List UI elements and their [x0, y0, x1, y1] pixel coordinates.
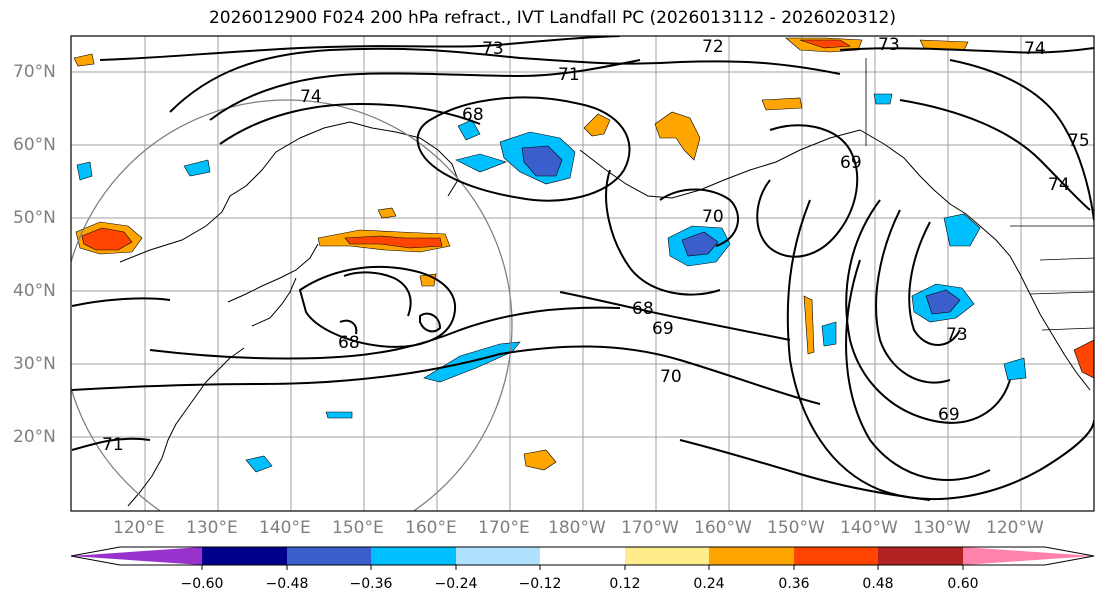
negative-blob [943, 213, 981, 247]
colorbar-tick-label: 0.12 [609, 576, 641, 592]
contour-label: 68 [462, 105, 484, 125]
latitude-label: 70°N [13, 62, 56, 82]
contour-label: 71 [558, 65, 580, 85]
contour-label: 74 [1048, 175, 1070, 195]
map-border [70, 35, 1095, 512]
longitude-label: 170°E [478, 518, 530, 538]
colorbar-tick-label: 0.60 [947, 576, 979, 592]
longitude-label: 160°W [694, 518, 752, 538]
positive-blob [654, 111, 701, 161]
positive-blob [803, 295, 815, 355]
colorbar-tick-label: −0.12 [518, 576, 562, 592]
longitude-label: 120°W [986, 518, 1044, 538]
negative-blob [1003, 357, 1027, 381]
longitude-label: 160°E [405, 518, 457, 538]
colorbar-segment [625, 547, 709, 565]
coastlines [119, 121, 1091, 507]
contour-label: 70 [702, 207, 724, 227]
colorbar-segment [202, 547, 287, 565]
colorbar-tick-label: 0.36 [778, 576, 810, 592]
political-borders [865, 58, 1094, 331]
contour-label: 69 [840, 153, 862, 173]
colorbar-segment [456, 547, 540, 565]
negative-blob [76, 161, 93, 181]
contour-label: 69 [652, 319, 674, 339]
contour-label: 68 [632, 299, 654, 319]
contour-label: 73 [878, 35, 900, 55]
colorbar-tick-label: −0.60 [180, 576, 224, 592]
longitude-label: 120°E [113, 518, 165, 538]
colorbar-segment [709, 547, 794, 565]
colorbar-segment [963, 547, 1094, 565]
positive-blob [1073, 339, 1094, 379]
contour-label: 75 [1068, 131, 1090, 151]
map-title: 2026012900 F024 200 hPa refract., IVT La… [208, 8, 896, 28]
negative-blob [183, 159, 211, 177]
longitude-label: 180°W [548, 518, 606, 538]
contour-label: 69 [938, 405, 960, 425]
colorbar-tick-label: 0.24 [693, 576, 725, 592]
colorbar-outline [70, 546, 1095, 566]
colorbar-segment [878, 547, 963, 565]
contour-label: 72 [702, 37, 724, 57]
longitude-label: 150°W [767, 518, 825, 538]
negative-blob [325, 411, 353, 419]
positive-blob [761, 97, 803, 111]
positive-blob [583, 113, 611, 137]
contour-label: 74 [1024, 39, 1046, 59]
contour-label-group: 73 72 71 74 68 73 74 69 70 68 68 69 70 7… [102, 35, 1090, 455]
contour-label: 71 [102, 435, 124, 455]
colorbar-segment [371, 547, 456, 565]
graticule [71, 36, 1094, 511]
longitude-label: 130°W [913, 518, 971, 538]
colorbar-segment [287, 547, 371, 565]
longitude-label: 150°E [332, 518, 384, 538]
positive-blob [81, 227, 133, 251]
contour-label: 68 [338, 333, 360, 353]
colorbar-segment [540, 547, 625, 565]
contour-label: 70 [660, 367, 682, 387]
latitude-label: 50°N [13, 208, 56, 228]
colorbar-tick-label: 0.48 [862, 576, 894, 592]
negative-blob [455, 153, 507, 173]
contour-label: 74 [300, 87, 322, 107]
latitude-label: 40°N [13, 281, 56, 301]
positive-blob [523, 449, 557, 471]
negative-blob [873, 93, 893, 105]
positive-blob [73, 53, 95, 67]
negative-blob [681, 231, 719, 257]
colorbar [70, 546, 1095, 570]
negative-blob [521, 145, 563, 177]
latitude-label: 20°N [13, 427, 56, 447]
colorbar-tick-label: −0.48 [265, 576, 309, 592]
longitude-label: 130°E [186, 518, 238, 538]
landfall-region-circle [71, 99, 513, 511]
colorbar-tick-label: −0.24 [434, 576, 478, 592]
latitude-label: 60°N [13, 135, 56, 155]
colorbar-tick-label: −0.36 [349, 576, 393, 592]
refractivity-fill [73, 37, 1094, 473]
positive-blob [377, 207, 397, 219]
colorbar-segment [71, 547, 202, 565]
contour-label: 73 [482, 39, 504, 59]
refractivity-contours [71, 36, 1094, 501]
longitude-label: 140°W [840, 518, 898, 538]
negative-blob [821, 321, 837, 347]
colorbar-segment [794, 547, 878, 565]
positive-blob [799, 39, 851, 49]
longitude-label: 140°E [259, 518, 311, 538]
negative-blob [457, 119, 481, 141]
negative-blob [925, 289, 961, 315]
negative-blob [245, 455, 273, 473]
longitude-label: 170°W [621, 518, 679, 538]
positive-blob [344, 235, 443, 249]
latitude-label: 30°N [13, 354, 56, 374]
contour-label: 73 [946, 325, 968, 345]
